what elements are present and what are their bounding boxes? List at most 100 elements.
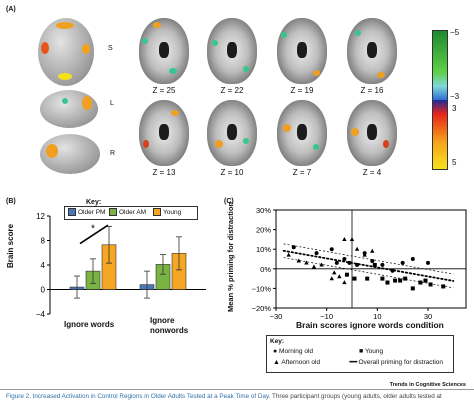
caption-title: Figure 2. Increased Activation in Contro… bbox=[6, 393, 271, 400]
y-tick-label: 10% bbox=[256, 245, 271, 254]
y-tick-label: 20% bbox=[256, 226, 271, 235]
point-morning-old bbox=[400, 260, 405, 265]
view-label-left: L bbox=[110, 100, 114, 107]
point-young bbox=[352, 276, 357, 281]
point-morning-old bbox=[390, 268, 395, 273]
journal-name: Trends in Cognitive Sciences bbox=[389, 382, 466, 388]
axial-slice bbox=[277, 100, 327, 166]
point-young bbox=[398, 278, 403, 283]
axial-slice bbox=[207, 100, 257, 166]
bar-ylabel: Brain score bbox=[6, 223, 15, 268]
point-morning-old bbox=[291, 245, 296, 250]
point-morning-old bbox=[314, 251, 319, 256]
legend-item: ▲ Afternoon old bbox=[273, 359, 321, 366]
point-morning-old bbox=[380, 262, 385, 267]
point-afternoon-old bbox=[349, 237, 355, 241]
x-tick-label: 30 bbox=[424, 312, 432, 321]
y-tick-label: 4 bbox=[41, 261, 46, 270]
key-title-b: Key: bbox=[86, 199, 102, 206]
colorbar-negative bbox=[433, 31, 447, 100]
activation-blob bbox=[41, 42, 49, 54]
significance-line bbox=[79, 224, 109, 245]
axial-slice bbox=[277, 18, 327, 84]
colorbar-tick: 5 bbox=[452, 158, 457, 167]
scatter-xlabel: Brain scores ignore words condition bbox=[296, 320, 444, 330]
legend-item: •••••• Overall priming for distraction bbox=[349, 359, 443, 366]
colorbar bbox=[432, 30, 448, 170]
colorbar-tick: 3 bbox=[452, 104, 457, 113]
activation-blob bbox=[355, 30, 361, 36]
activation-blob bbox=[58, 73, 72, 80]
panel-a-label: (A) bbox=[6, 6, 16, 13]
bar-category-label: Ignore nonwords bbox=[150, 316, 189, 335]
activation-blob bbox=[56, 22, 74, 29]
activation-blob bbox=[46, 144, 58, 158]
point-young bbox=[380, 276, 385, 281]
x-tick-label: −10 bbox=[320, 312, 333, 321]
brain-superior-view bbox=[38, 18, 94, 86]
point-young bbox=[365, 276, 370, 281]
activation-blob bbox=[215, 140, 223, 148]
point-young bbox=[344, 272, 349, 277]
slice-z-label: Z = 22 bbox=[220, 86, 244, 95]
point-afternoon-old bbox=[329, 276, 334, 281]
brain-left-view bbox=[40, 90, 98, 128]
colorbar-tick: −5 bbox=[450, 28, 460, 37]
activation-blob bbox=[377, 72, 385, 78]
significance-star: * bbox=[91, 223, 95, 234]
y-tick-label: −10% bbox=[252, 284, 272, 293]
point-morning-old bbox=[355, 262, 360, 267]
ci-lower-line bbox=[283, 257, 454, 289]
slice-z-label: Z = 19 bbox=[290, 86, 314, 95]
axial-slice bbox=[347, 18, 397, 84]
point-afternoon-old bbox=[362, 252, 367, 257]
point-morning-old bbox=[329, 247, 334, 252]
point-afternoon-old bbox=[342, 280, 347, 285]
y-tick-label: 12 bbox=[36, 212, 45, 221]
y-tick-label: 0% bbox=[260, 265, 271, 274]
axial-slice bbox=[139, 18, 189, 84]
point-afternoon-old bbox=[370, 248, 375, 253]
point-morning-old bbox=[426, 260, 430, 265]
point-young bbox=[385, 280, 390, 285]
fit-line bbox=[282, 249, 455, 282]
y-tick-label: −4 bbox=[36, 310, 46, 319]
point-afternoon-old bbox=[332, 270, 337, 275]
point-afternoon-old bbox=[296, 258, 301, 263]
point-morning-old bbox=[334, 260, 339, 265]
axial-slice bbox=[207, 18, 257, 84]
brain-right-view bbox=[40, 134, 100, 174]
y-tick-label: 8 bbox=[41, 237, 46, 246]
activation-blob bbox=[383, 140, 389, 148]
activation-blob bbox=[171, 110, 179, 116]
x-tick-label: −30 bbox=[270, 312, 283, 321]
activation-blob bbox=[351, 128, 359, 136]
activation-blob bbox=[153, 22, 161, 28]
activation-blob bbox=[281, 32, 287, 38]
slice-z-label: Z = 4 bbox=[362, 168, 382, 177]
axial-slice bbox=[139, 100, 189, 166]
bar-category-label: Ignore words bbox=[64, 320, 115, 329]
colorbar-positive bbox=[433, 100, 447, 169]
ci-upper-line bbox=[283, 243, 454, 275]
colorbar-tick: −3 bbox=[450, 92, 460, 101]
activation-blob bbox=[313, 70, 320, 76]
legend-item: Young bbox=[153, 207, 181, 219]
y-tick-label: 30% bbox=[256, 206, 271, 215]
figure-caption: Figure 2. Increased Activation in Contro… bbox=[6, 393, 442, 400]
view-label-right: R bbox=[110, 150, 116, 157]
slice-z-label: Z = 13 bbox=[152, 168, 176, 177]
point-afternoon-old bbox=[337, 274, 342, 279]
point-morning-old bbox=[347, 260, 352, 265]
activation-blob bbox=[143, 140, 149, 148]
caption-rule bbox=[0, 389, 474, 390]
scatter-ylabel: Mean % priming for distraction bbox=[226, 201, 235, 312]
point-afternoon-old bbox=[304, 260, 309, 265]
point-afternoon-old bbox=[354, 246, 360, 251]
slice-z-label: Z = 25 bbox=[152, 86, 176, 95]
legend-item: ● Morning old bbox=[273, 348, 314, 355]
view-label-superior: S bbox=[108, 45, 113, 52]
activation-blob bbox=[62, 98, 68, 104]
point-morning-old bbox=[410, 257, 415, 261]
point-young bbox=[418, 280, 423, 285]
